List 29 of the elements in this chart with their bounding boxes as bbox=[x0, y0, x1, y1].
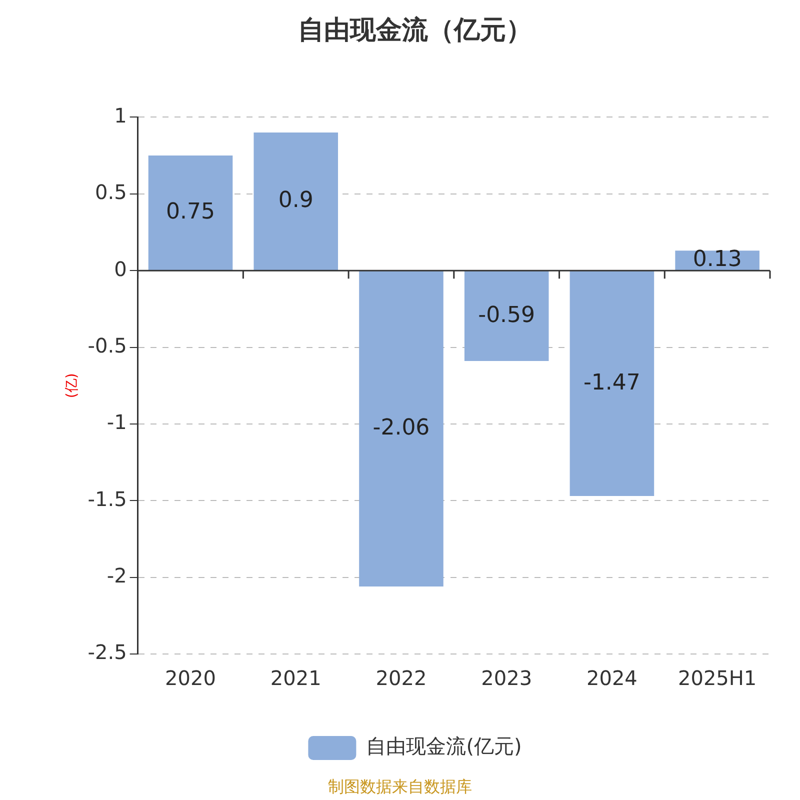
x-tick-label: 2021 bbox=[270, 666, 322, 690]
data-label: 0.75 bbox=[166, 200, 215, 225]
data-label: -2.06 bbox=[372, 416, 430, 441]
bar bbox=[570, 271, 654, 496]
y-axis-title: (亿) bbox=[64, 373, 80, 398]
bar bbox=[254, 132, 338, 270]
text: 制图数据来自数据库 bbox=[328, 777, 472, 796]
y-tick-label: -1.5 bbox=[88, 486, 127, 511]
y-tick-label: -2 bbox=[106, 564, 127, 588]
x-tick-label: 2025H1 bbox=[678, 666, 757, 690]
y-tick-label: 0 bbox=[114, 256, 127, 281]
x-tick-label: 2022 bbox=[376, 666, 427, 690]
bar bbox=[464, 271, 549, 362]
y-tick-label: -0.5 bbox=[88, 333, 127, 358]
chart-title: 自由现金流（亿元） bbox=[298, 15, 532, 46]
bar bbox=[148, 156, 233, 270]
x-tick-label: 2024 bbox=[586, 666, 638, 690]
legend-label: 自由现金流(亿元) bbox=[366, 734, 522, 758]
data-label: -0.59 bbox=[478, 302, 536, 328]
y-tick-label: -2.5 bbox=[88, 640, 127, 664]
y-tick-label: 1 bbox=[114, 103, 127, 128]
x-tick-label: 2023 bbox=[481, 666, 532, 690]
x-tick-label: 2020 bbox=[165, 666, 216, 690]
bar bbox=[359, 271, 444, 587]
data-label: 0.13 bbox=[692, 247, 742, 272]
data-label: 0.9 bbox=[278, 188, 314, 214]
data-label: -1.47 bbox=[583, 370, 640, 396]
y-tick-label: -1 bbox=[106, 410, 127, 434]
y-tick-label: 0.5 bbox=[95, 180, 127, 204]
